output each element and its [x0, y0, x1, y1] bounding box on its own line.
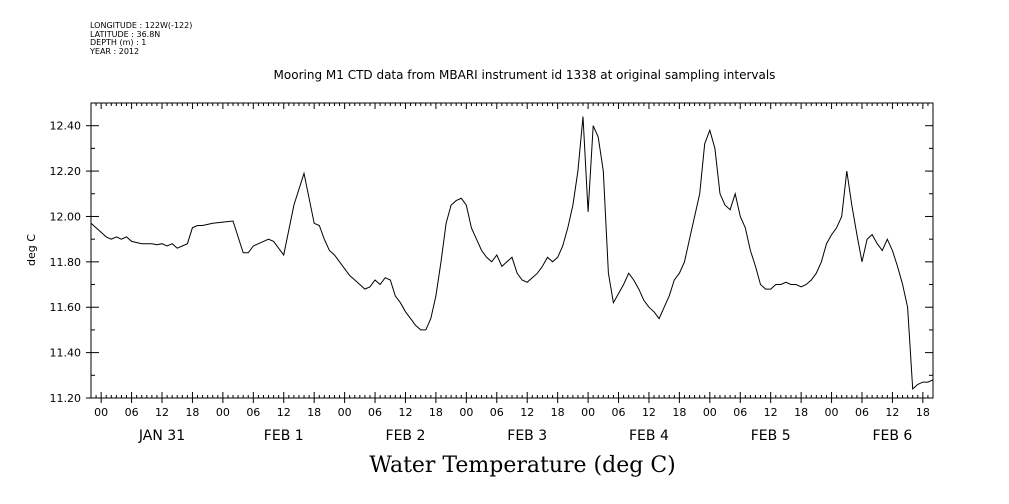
day-label: FEB 4: [629, 428, 669, 444]
day-label: FEB 6: [872, 428, 912, 444]
x-tick-label: 12: [277, 406, 291, 419]
y-tick-label: 11.80: [50, 256, 82, 269]
x-tick-label: 06: [855, 406, 869, 419]
temperature-series-line: [90, 116, 934, 390]
latitude-label: LATITUDE : 36.8N: [90, 29, 161, 39]
x-tick-label: 00: [338, 406, 352, 419]
x-tick-label: 06: [612, 406, 626, 419]
x-tick-label: 18: [551, 406, 565, 419]
x-tick-label: 18: [185, 406, 199, 419]
y-axis-label: deg C: [25, 234, 38, 266]
metadata-block: LONGITUDE : 122W(-122) LATITUDE : 36.8N …: [90, 21, 193, 56]
y-tick-label: 11.40: [50, 347, 82, 360]
longitude-label: LONGITUDE : 122W(-122): [90, 21, 193, 30]
day-label: FEB 2: [386, 428, 426, 444]
x-tick-label: 12: [642, 406, 656, 419]
x-tick-label: 18: [672, 406, 686, 419]
y-tick-label: 12.20: [50, 165, 82, 178]
x-tick-label: 06: [368, 406, 382, 419]
year-label: YEAR : 2012: [90, 46, 140, 56]
tick-marks: [86, 102, 934, 403]
x-tick-label: 06: [490, 406, 504, 419]
day-label: FEB 5: [751, 428, 791, 444]
x-tick-label: 18: [307, 406, 321, 419]
y-tick-labels: 11.20 11.40 11.60 11.80 12.00 12.20 12.40: [50, 120, 82, 405]
plot-frame: [90, 102, 934, 399]
x-tick-label: 06: [125, 406, 139, 419]
x-tick-label: 00: [581, 406, 595, 419]
day-label: JAN 31: [138, 428, 185, 444]
x-tick-label: 12: [885, 406, 899, 419]
day-label: FEB 3: [507, 428, 547, 444]
chart-title: Mooring M1 CTD data from MBARI instrumen…: [273, 68, 776, 82]
y-tick-label: 11.60: [50, 301, 82, 314]
day-label: FEB 1: [264, 428, 304, 444]
x-axis-title: Water Temperature (deg C): [369, 453, 676, 478]
x-tick-label: 00: [825, 406, 839, 419]
x-tick-label: 12: [520, 406, 534, 419]
x-tick-label: 18: [794, 406, 808, 419]
x-tick-label: 12: [398, 406, 412, 419]
y-tick-label: 11.20: [50, 392, 82, 405]
x-tick-label: 12: [764, 406, 778, 419]
x-tick-label: 18: [916, 406, 930, 419]
depth-label: DEPTH (m) : 1: [90, 38, 147, 47]
x-tick-label: 00: [459, 406, 473, 419]
x-tick-label: 00: [216, 406, 230, 419]
x-tick-label: 18: [429, 406, 443, 419]
day-labels: JAN 31 FEB 1 FEB 2 FEB 3 FEB 4 FEB 5 FEB 6: [138, 428, 913, 444]
x-tick-labels: 00 06 12 18 00 06 12 18 00 06 12 18 00 06 12 18 00 06 12 18…: [94, 406, 930, 419]
x-tick-label: 12: [155, 406, 169, 419]
x-tick-label: 06: [246, 406, 260, 419]
x-tick-label: 06: [733, 406, 747, 419]
x-tick-label: 00: [703, 406, 717, 419]
y-tick-label: 12.00: [50, 210, 82, 223]
x-tick-label: 00: [94, 406, 108, 419]
y-tick-label: 12.40: [50, 120, 82, 133]
